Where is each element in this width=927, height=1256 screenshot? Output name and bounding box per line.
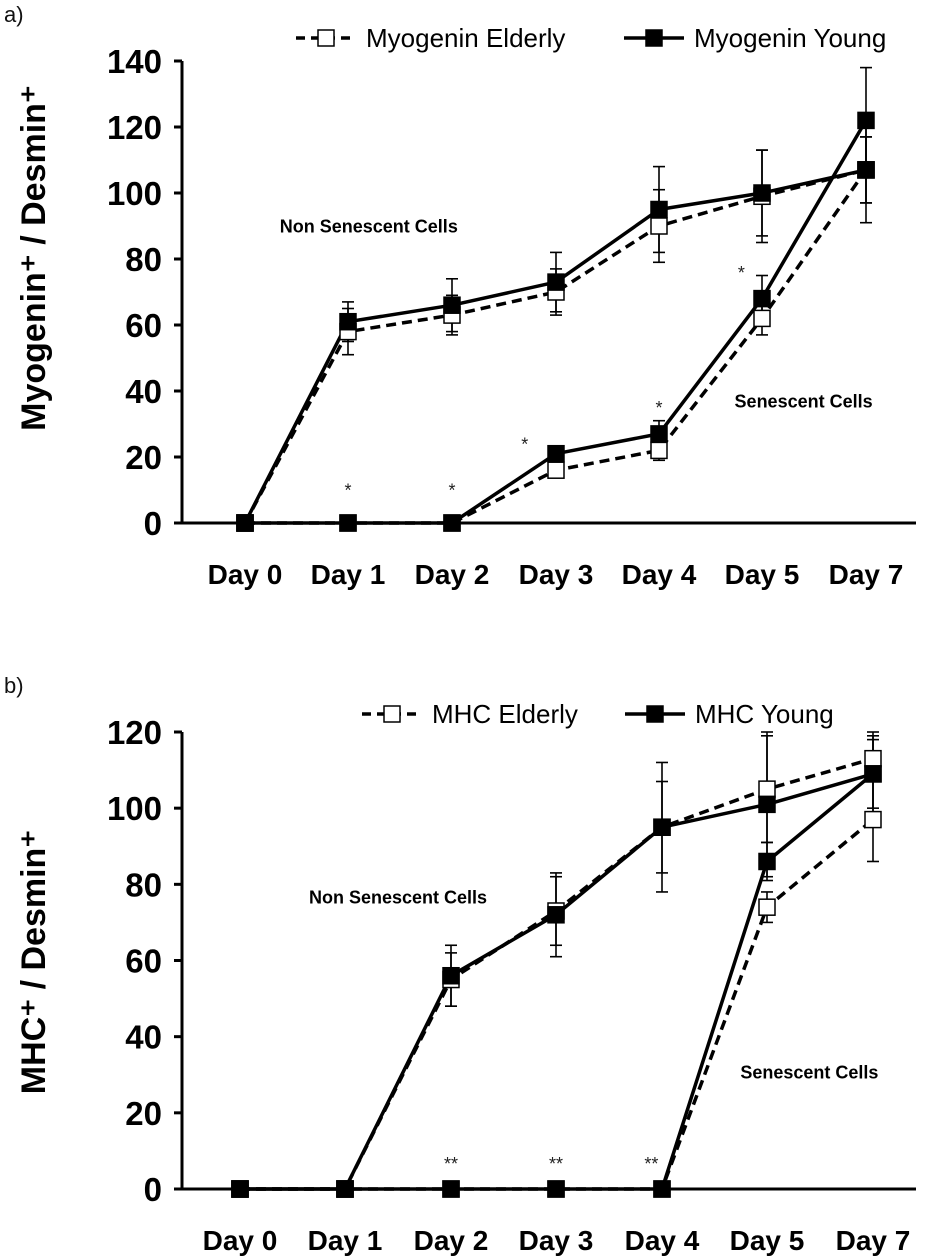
y-tick-label: 40	[125, 1019, 162, 1056]
legend-label: Myogenin Young	[694, 23, 886, 53]
legend-label: MHC Young	[695, 699, 834, 729]
significance-mark: *	[344, 481, 351, 501]
data-point-marker	[336, 1180, 354, 1198]
x-tick-label: Day 2	[414, 1225, 489, 1256]
y-tick-label: 80	[125, 241, 162, 278]
data-point-marker	[758, 795, 776, 814]
data-point-marker	[758, 852, 776, 871]
data-point-marker	[547, 444, 565, 463]
series-line	[240, 772, 874, 1191]
series-line	[240, 772, 875, 1191]
data-point-marker	[864, 765, 882, 783]
data-point-marker	[857, 111, 875, 130]
data-point-marker	[650, 200, 668, 219]
significance-mark: **	[644, 1154, 658, 1174]
y-axis-label: Myogenin⁺ / Desmin⁺	[15, 85, 53, 431]
y-tick-label: 60	[125, 307, 162, 344]
chart-panel-2: b) 0 20 40 60 80 100 120 Day 0 Day 1 Day 2 Day 3 Day…	[4, 673, 916, 1256]
data-point-marker	[653, 818, 671, 836]
data-point-marker	[650, 441, 668, 460]
x-tick-label: Day 3	[519, 559, 594, 590]
significance-mark: **	[549, 1154, 563, 1174]
data-point-marker	[547, 1180, 565, 1198]
x-tick-label: Day 4	[625, 1225, 700, 1256]
x-tick-label: Day 4	[622, 559, 697, 590]
series-line	[240, 757, 874, 1191]
x-tick-label: Day 2	[415, 559, 490, 590]
data-point-marker	[547, 461, 565, 479]
data-point-marker	[753, 309, 771, 328]
legend-label: MHC Elderly	[432, 699, 578, 729]
y-tick-label: 120	[107, 109, 162, 146]
significance-mark: **	[444, 1154, 458, 1174]
legend-marker	[317, 29, 335, 47]
panel-label: a)	[4, 2, 24, 27]
group-annotation: Non Senescent Cells	[309, 887, 487, 907]
data-point-marker	[857, 161, 875, 179]
data-point-marker	[547, 273, 565, 291]
panel-label: b)	[4, 673, 24, 698]
x-tick-label: Day 0	[203, 1225, 278, 1256]
group-annotation: Senescent Cells	[735, 392, 873, 412]
y-tick-label: 0	[144, 505, 162, 542]
data-point-marker	[753, 184, 771, 202]
y-tick-label: 120	[107, 714, 162, 751]
data-point-marker	[653, 1180, 671, 1198]
data-point-marker	[864, 749, 882, 768]
x-tick-label: Day 5	[730, 1225, 805, 1256]
x-tick-label: Day 0	[208, 559, 283, 590]
significance-mark: *	[448, 481, 455, 501]
data-point-marker	[339, 514, 357, 532]
y-tick-label: 40	[125, 373, 162, 410]
significance-mark: *	[738, 263, 745, 283]
data-point-marker	[443, 514, 461, 532]
y-tick-label: 80	[125, 866, 162, 903]
legend-label: Myogenin Elderly	[366, 23, 565, 53]
y-tick-label: 0	[144, 1171, 162, 1208]
data-point-marker	[547, 906, 565, 924]
group-annotation: Senescent Cells	[740, 1063, 878, 1083]
data-point-marker	[758, 780, 776, 798]
data-point-marker	[339, 312, 357, 331]
data-point-marker	[442, 1180, 460, 1198]
data-point-marker	[650, 425, 668, 443]
data-point-marker	[442, 966, 460, 985]
y-tick-label: 100	[107, 790, 162, 827]
x-tick-label: Day 1	[311, 559, 386, 590]
data-point-marker	[650, 217, 668, 235]
significance-mark: *	[655, 398, 662, 418]
x-tick-label: Day 7	[829, 559, 904, 590]
x-tick-label: Day 5	[725, 559, 800, 590]
data-point-marker	[443, 296, 461, 314]
y-tick-label: 20	[125, 1095, 162, 1132]
y-tick-label: 20	[125, 439, 162, 476]
y-tick-label: 140	[107, 43, 162, 80]
legend-marker	[645, 29, 663, 47]
data-point-marker	[236, 514, 254, 532]
legend-marker	[383, 705, 401, 723]
y-tick-label: 100	[107, 175, 162, 212]
chart-panel-1: a) 0 20 40 60 80 100 120 140 Day 0 Day 1 Day 2 Day 3…	[4, 2, 916, 590]
group-annotation: Non Senescent Cells	[280, 217, 458, 237]
x-tick-label: Day 1	[308, 1225, 383, 1256]
legend-marker	[646, 705, 664, 723]
x-tick-label: Day 3	[519, 1225, 594, 1256]
data-point-marker	[864, 810, 882, 829]
significance-mark: *	[521, 434, 528, 454]
x-tick-label: Day 7	[836, 1225, 911, 1256]
y-tick-label: 60	[125, 943, 162, 980]
data-point-marker	[753, 289, 771, 308]
data-point-marker	[231, 1180, 249, 1198]
y-axis-label: MHC⁺ / Desmin⁺	[15, 830, 53, 1094]
data-point-marker	[758, 898, 776, 916]
